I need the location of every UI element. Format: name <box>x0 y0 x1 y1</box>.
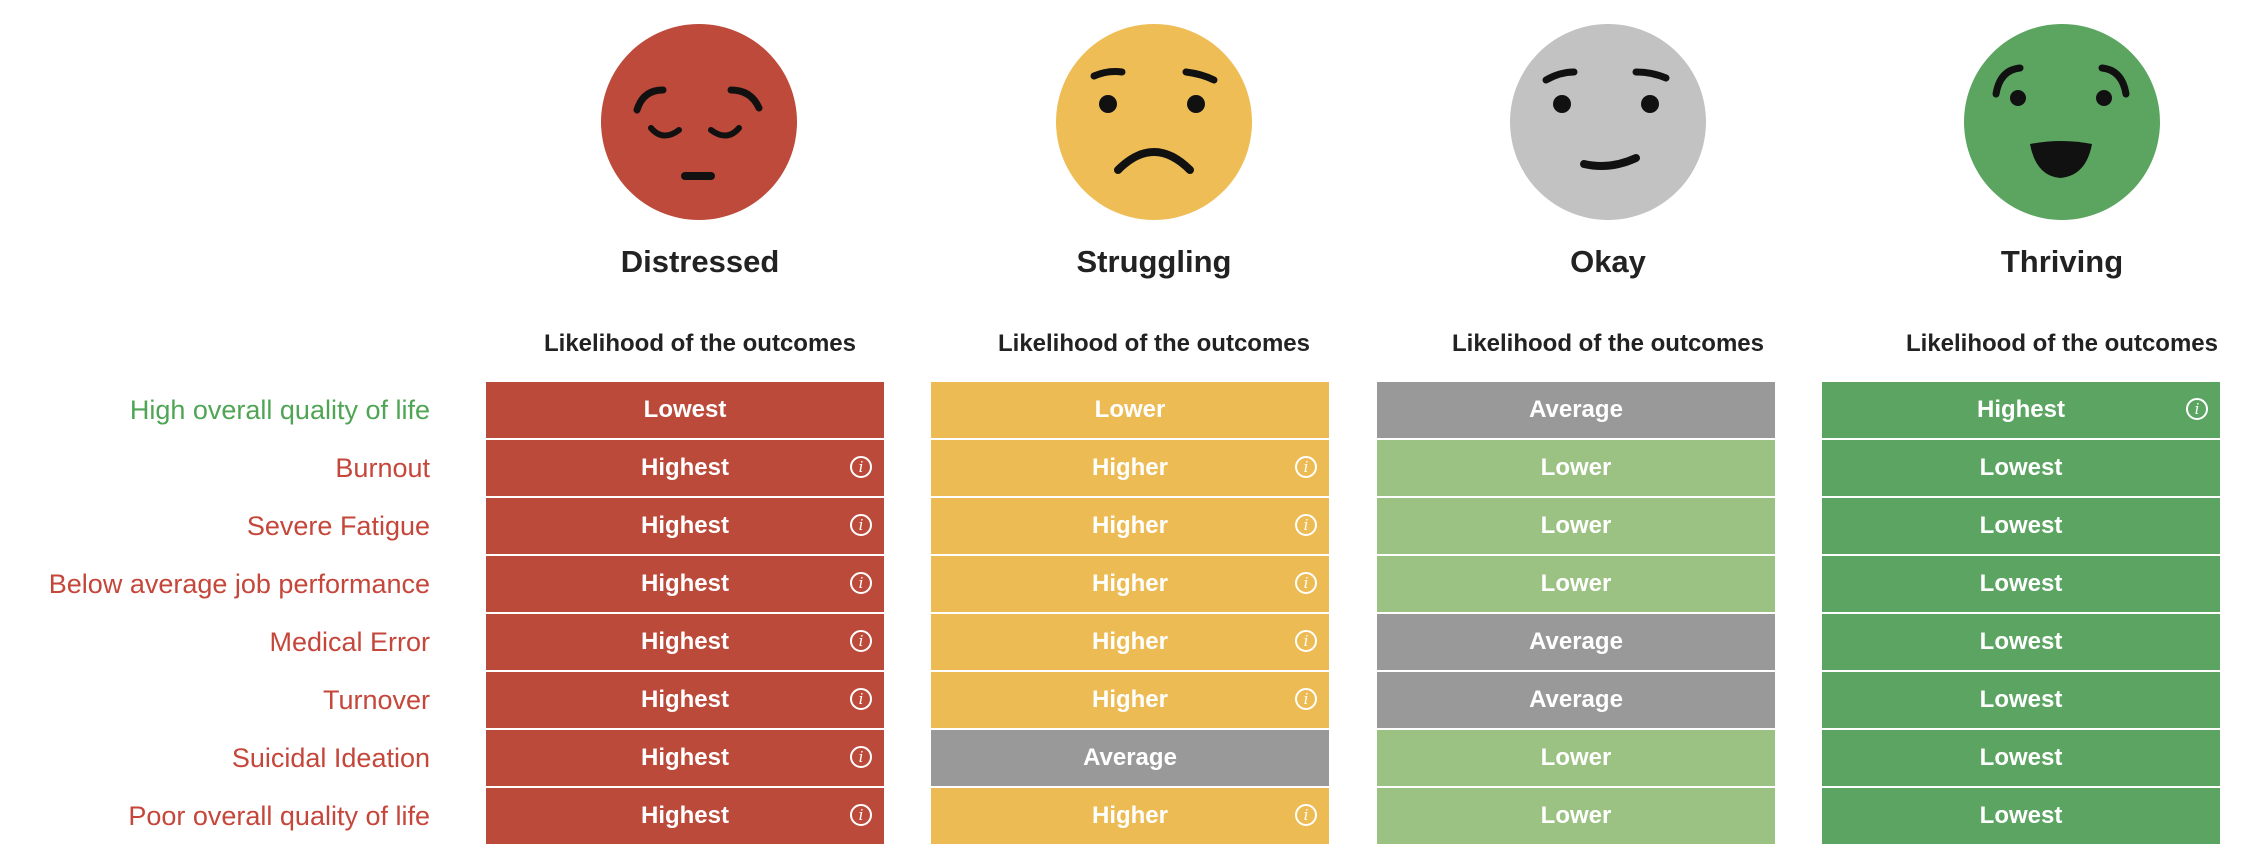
row-label: Burnout <box>335 453 430 483</box>
outcome-cell: Lower <box>1377 788 1775 844</box>
column-subtitle-okay: Likelihood of the outcomes <box>1451 330 1764 357</box>
outcome-cell-text: Lower <box>1540 802 1612 829</box>
outcome-cell: Highest i <box>486 440 884 496</box>
frown-face-icon <box>1056 24 1252 220</box>
outcome-cell: Average <box>1377 382 1775 438</box>
outcome-cell: Highest i <box>486 788 884 844</box>
outcome-cell: Lower <box>1377 498 1775 554</box>
neutral-face-icon <box>1510 24 1706 220</box>
row-label: Below average job performance <box>48 569 430 599</box>
row-label: Turnover <box>322 685 430 715</box>
outcome-cell-text: Highest <box>1976 396 2065 423</box>
info-icon[interactable]: i <box>1295 572 1317 594</box>
outcome-cell: Highest i <box>486 556 884 612</box>
outcome-cell-text: Highest <box>640 454 729 481</box>
sad-face-icon <box>601 24 797 220</box>
info-icon[interactable]: i <box>1295 804 1317 826</box>
row-label: High overall quality of life <box>129 395 430 425</box>
category-title-distressed: Distressed <box>620 244 780 279</box>
outcome-cell: Lower <box>931 382 1329 438</box>
category-title-okay: Okay <box>1570 244 1646 279</box>
outcome-cell: Higher i <box>931 440 1329 496</box>
outcome-cell: Highest i <box>486 498 884 554</box>
outcome-cell-text: Lower <box>1540 744 1612 771</box>
outcome-cell-text: Lowest <box>1979 686 2063 713</box>
column-subtitle-thriving: Likelihood of the outcomes <box>1905 330 2218 357</box>
outcome-cell: Highest i <box>486 730 884 786</box>
outcome-cell-text: Higher <box>1091 570 1168 597</box>
outcome-cell-text: Average <box>1529 396 1623 423</box>
happy-face-icon <box>1964 24 2160 220</box>
outcome-cell-text: Lowest <box>1979 512 2063 539</box>
outcome-cell-text: Higher <box>1091 686 1168 713</box>
row-label: Medical Error <box>269 627 430 657</box>
outcome-cell-text: Highest <box>640 570 729 597</box>
outcome-cell: Average <box>1377 672 1775 728</box>
outcome-cell: Lowest <box>1822 498 2220 554</box>
category-title-struggling: Struggling <box>1076 244 1232 279</box>
column-subtitle-distressed: Likelihood of the outcomes <box>543 330 856 357</box>
outcome-cell-text: Higher <box>1091 628 1168 655</box>
outcome-cell: Lowest <box>1822 440 2220 496</box>
outcome-cell: Lowest <box>1822 672 2220 728</box>
outcome-cell-text: Higher <box>1091 802 1168 829</box>
info-icon[interactable]: i <box>850 572 872 594</box>
outcome-cell-text: Higher <box>1091 512 1168 539</box>
info-icon[interactable]: i <box>850 514 872 536</box>
outcome-cell-text: Average <box>1529 628 1623 655</box>
outcome-cell-text: Lowest <box>1979 744 2063 771</box>
outcome-cell: Higher i <box>931 556 1329 612</box>
outcome-cell: Higher i <box>931 498 1329 554</box>
outcome-cell: Lowest <box>486 382 884 438</box>
info-icon[interactable]: i <box>1295 688 1317 710</box>
info-icon[interactable]: i <box>1295 514 1317 536</box>
outcome-cell-text: Lower <box>1540 512 1612 539</box>
outcome-cell: Highest i <box>1822 382 2220 438</box>
outcome-cell-text: Lowest <box>643 396 727 423</box>
outcome-cell: Higher i <box>931 672 1329 728</box>
outcome-cell-text: Lower <box>1094 396 1166 423</box>
outcome-cell-text: Highest <box>640 628 729 655</box>
outcome-cell: Lowest <box>1822 614 2220 670</box>
info-icon[interactable]: i <box>1295 630 1317 652</box>
outcome-cell-text: Lowest <box>1979 628 2063 655</box>
outcome-cell-text: Lower <box>1540 454 1612 481</box>
outcome-cell: Higher i <box>931 788 1329 844</box>
outcome-cell: Lower <box>1377 440 1775 496</box>
info-icon[interactable]: i <box>850 630 872 652</box>
outcome-cell-text: Average <box>1529 686 1623 713</box>
category-title-thriving: Thriving <box>2000 244 2124 279</box>
outcome-cell-text: Lowest <box>1979 570 2063 597</box>
outcome-cell-text: Lower <box>1540 570 1612 597</box>
outcome-cell-text: Highest <box>640 802 729 829</box>
outcome-cell: Average <box>931 730 1329 786</box>
info-icon[interactable]: i <box>2186 398 2208 420</box>
info-icon[interactable]: i <box>1295 456 1317 478</box>
outcome-cell-text: Average <box>1083 744 1177 771</box>
outcome-cell-text: Lowest <box>1979 454 2063 481</box>
outcome-cell-text: Highest <box>640 744 729 771</box>
outcome-cell: Average <box>1377 614 1775 670</box>
outcome-cell-text: Lowest <box>1979 802 2063 829</box>
outcome-cell: Lowest <box>1822 788 2220 844</box>
outcome-cell: Highest i <box>486 672 884 728</box>
outcome-cell-text: Higher <box>1091 454 1168 481</box>
row-label: Suicidal Ideation <box>231 743 430 773</box>
row-label: Severe Fatigue <box>246 511 430 541</box>
outcome-cell: Lowest <box>1822 730 2220 786</box>
outcome-cell: Lower <box>1377 730 1775 786</box>
outcome-cell: Higher i <box>931 614 1329 670</box>
column-subtitle-struggling: Likelihood of the outcomes <box>997 330 1310 357</box>
info-icon[interactable]: i <box>850 688 872 710</box>
info-icon[interactable]: i <box>850 746 872 768</box>
info-icon[interactable]: i <box>850 456 872 478</box>
row-label: Poor overall quality of life <box>128 801 430 831</box>
outcome-cell: Lower <box>1377 556 1775 612</box>
outcome-cell: Lowest <box>1822 556 2220 612</box>
outcome-cell-text: Highest <box>640 686 729 713</box>
outcome-cell-text: Highest <box>640 512 729 539</box>
outcome-cell: Highest i <box>486 614 884 670</box>
info-icon[interactable]: i <box>850 804 872 826</box>
